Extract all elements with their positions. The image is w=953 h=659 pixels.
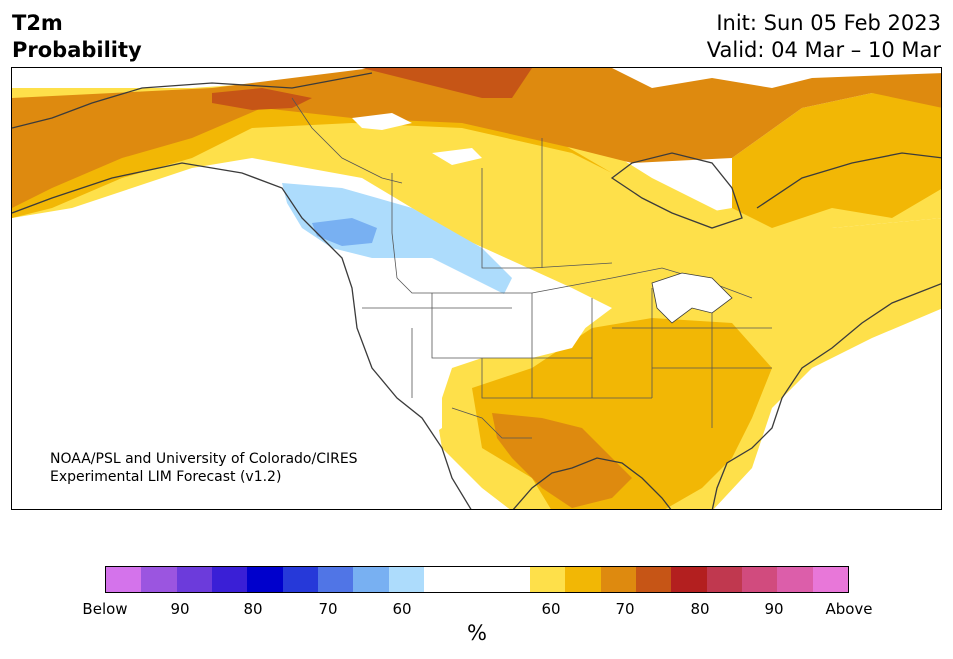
region-above-80-south [492, 413, 632, 508]
political-borders [291, 97, 772, 439]
great-lakes [651, 272, 733, 324]
map-title: T2m Probability [12, 10, 142, 64]
source-credit: NOAA/PSL and University of Colorado/CIRE… [50, 450, 358, 486]
product-name: Probability [12, 38, 142, 62]
colorbar-swatch [600, 567, 636, 592]
coastlines [12, 72, 941, 509]
init-date: Init: Sun 05 Feb 2023 [716, 11, 941, 35]
credit-line-2: Experimental LIM Forecast (v1.2) [50, 469, 282, 485]
colorbar-swatch [529, 567, 566, 592]
colorbar-swatch [423, 567, 530, 592]
lake-or-island [432, 148, 482, 165]
colorbar-label-above-70: 70 [615, 600, 635, 618]
colorbar-swatch [777, 567, 813, 592]
colorbar-label-below-60: 60 [392, 600, 412, 618]
region-near-normal [342, 258, 592, 448]
colorbar-label-above: Above [825, 600, 873, 618]
colorbar-swatch [106, 567, 142, 592]
region-above-90 [212, 88, 312, 110]
colorbar-label-below-90: 90 [170, 600, 190, 618]
region-below-70 [312, 218, 377, 246]
credit-line-1: NOAA/PSL and University of Colorado/CIRE… [50, 451, 358, 467]
colorbar-swatch [353, 567, 389, 592]
probability-map-svg [12, 68, 941, 509]
colorbar-label-below: Below [82, 600, 128, 618]
valid-range: Valid: 04 Mar – 10 Mar [706, 38, 941, 62]
region-above-70-northeast [732, 93, 941, 228]
colorbar-swatch [706, 567, 742, 592]
colorbar-swatch [247, 567, 283, 592]
colorbar-swatch [671, 567, 707, 592]
colorbar-label-below-80: 80 [243, 600, 263, 618]
colorbar-swatch [282, 567, 318, 592]
probability-colorbar [105, 566, 849, 593]
colorbar-swatch [635, 567, 672, 592]
colorbar-swatch [741, 567, 778, 592]
colorbar-unit: % [467, 621, 487, 645]
colorbar-label-below-70: 70 [318, 600, 338, 618]
colorbar-label-above-90: 90 [764, 600, 784, 618]
colorbar-swatch [141, 567, 177, 592]
variable-name: T2m [12, 11, 63, 35]
colorbar-swatch [812, 567, 848, 592]
forecast-dates: Init: Sun 05 Feb 2023 Valid: 04 Mar – 10… [707, 10, 941, 64]
colorbar-swatch [565, 567, 601, 592]
colorbar-swatch [176, 567, 212, 592]
region-above-90-arctic [362, 68, 532, 98]
lake-or-island [352, 113, 412, 130]
colorbar-swatch [388, 567, 424, 592]
colorbar-label-above-80: 80 [690, 600, 710, 618]
colorbar-label-above-60: 60 [541, 600, 561, 618]
colorbar-swatch [211, 567, 248, 592]
colorbar-swatch [317, 567, 354, 592]
forecast-map: NOAA/PSL and University of Colorado/CIRE… [11, 67, 942, 510]
